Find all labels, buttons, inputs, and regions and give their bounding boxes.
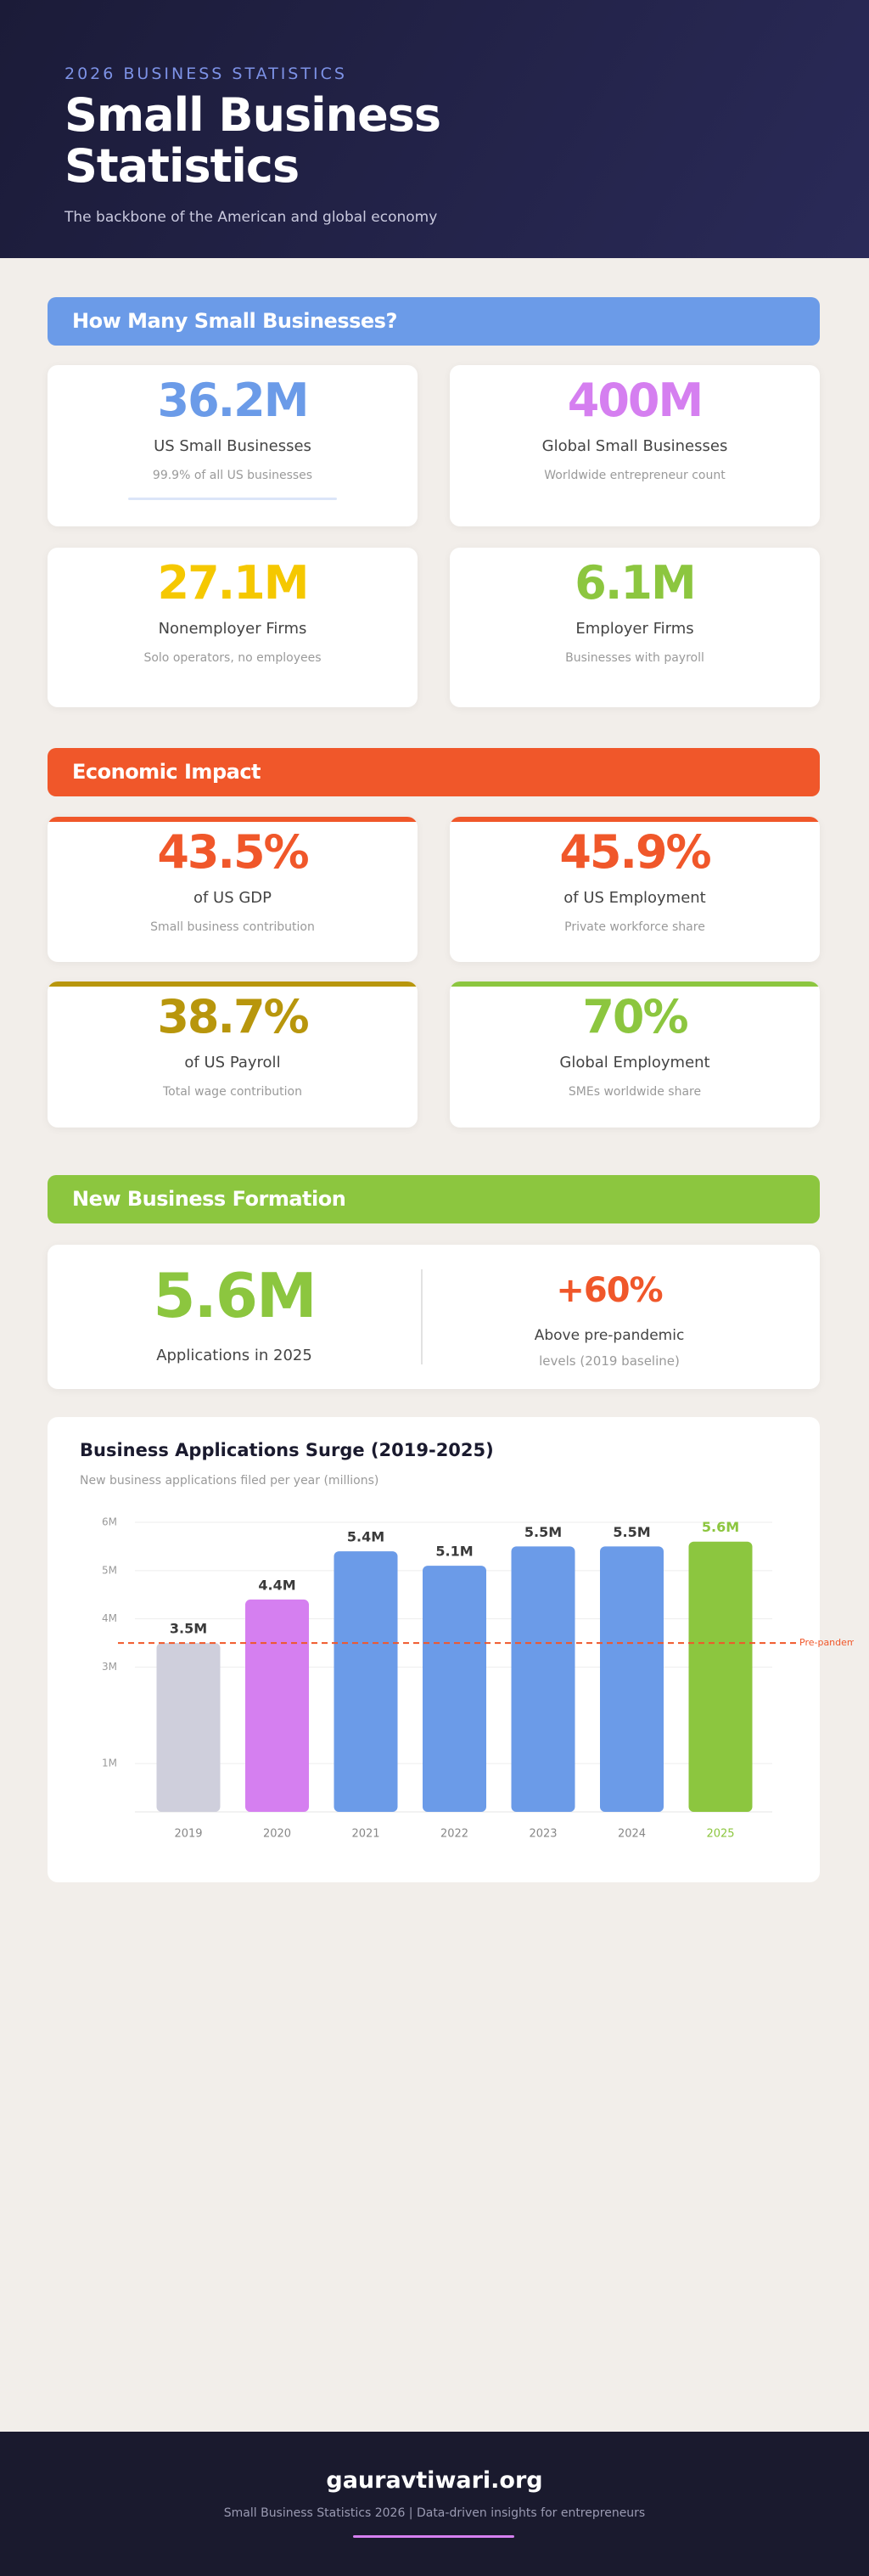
stat-value: 70% [582, 990, 688, 1043]
y-tick-label: 6M [102, 1516, 117, 1528]
bar [334, 1551, 398, 1812]
growth-label: Above pre-pandemic [534, 1327, 685, 1344]
stat-value: 43.5% [157, 825, 309, 879]
stat-label: Global Small Businesses [541, 437, 728, 455]
stat-label: Global Employment [559, 1054, 710, 1071]
value-label: 5.5M [613, 1524, 650, 1540]
value-label: 5.6M [702, 1519, 739, 1535]
stat-value: 27.1M [157, 556, 310, 610]
stat-value: 6.1M [575, 556, 696, 610]
section-title: New Business Formation [72, 1187, 346, 1211]
stat-value: 45.9% [559, 825, 711, 879]
card-accent [48, 817, 418, 822]
stat-card: 400M Global Small Businesses Worldwide ent… [450, 365, 820, 526]
stat-note: SMEs worldwide share [568, 1085, 702, 1099]
page-title: Small Business Statistics [64, 88, 441, 193]
stat-card: 27.1M Nonemployer Firms Solo operators, no… [48, 548, 418, 707]
card-underline [128, 498, 337, 500]
card-accent [450, 981, 820, 987]
stat-note: Worldwide entrepreneur count [544, 469, 726, 482]
value-label: 5.1M [435, 1544, 473, 1560]
bar [600, 1546, 664, 1812]
chart-title: Business Applications Surge (2019-2025) [80, 1440, 494, 1460]
highlight-label: Applications in 2025 [156, 1347, 312, 1364]
stat-card: 36.2M US Small Businesses 99.9% of all US … [48, 365, 418, 526]
stat-value: 36.2M [157, 374, 310, 427]
eyebrow: 2026 BUSINESS STATISTICS [64, 65, 347, 83]
stat-value: 400M [567, 374, 704, 427]
footer-site: gauravtiwari.org [326, 2467, 543, 2494]
growth-value: +60% [556, 1271, 663, 1310]
footer-tagline: Small Business Statistics 2026 | Data-dr… [223, 2506, 646, 2520]
section-heading: New Business Formation [48, 1175, 820, 1223]
divider [421, 1269, 423, 1364]
stat-note: Solo operators, no employees [143, 651, 322, 665]
x-tick-label: 2021 [351, 1828, 379, 1841]
chart: Business Applications Surge (2019-2025) … [48, 1417, 854, 1882]
x-tick-label: 2019 [174, 1828, 202, 1841]
highlight-value: 5.6M [153, 1260, 317, 1331]
stat-label: Nonemployer Firms [158, 620, 307, 638]
stat-label: Employer Firms [575, 620, 694, 638]
y-tick-label: 4M [102, 1612, 117, 1624]
stat-card: 6.1M Employer Firms Businesses with payrol… [450, 548, 820, 707]
bar [156, 1643, 221, 1812]
footer-accent [353, 2535, 514, 2538]
growth-note: levels (2019 baseline) [539, 1353, 680, 1369]
x-tick-label: 2020 [263, 1828, 291, 1841]
footer: gauravtiwari.org Small Business Statisti… [0, 2432, 869, 2576]
stat-label: of US Payroll [184, 1054, 281, 1071]
bar [688, 1541, 753, 1812]
stat-value: 38.7% [157, 990, 309, 1043]
card-accent [48, 981, 418, 987]
value-label: 5.5M [524, 1524, 562, 1540]
x-tick-label: 2024 [618, 1828, 646, 1841]
stat-card: 43.5% of US GDP Small business contributio… [48, 817, 418, 962]
stat-note: Businesses with payroll [565, 651, 704, 665]
bar [423, 1566, 486, 1812]
chart-subtitle: New business applications filed per year… [80, 1474, 378, 1488]
page-subtitle: The backbone of the American and global … [64, 209, 438, 226]
x-tick-label: 2023 [529, 1828, 557, 1841]
stat-label: US Small Businesses [154, 437, 311, 455]
highlight-block: 5.6M Applications in 2025 [48, 1245, 421, 1389]
y-tick-label: 1M [102, 1758, 117, 1769]
stat-label: of US Employment [563, 889, 706, 907]
y-tick-label: 3M [102, 1661, 117, 1673]
stat-note: 99.9% of all US businesses [152, 469, 313, 482]
bar [511, 1546, 575, 1812]
section-heading: How Many Small Businesses? [48, 297, 820, 346]
y-tick-label: 5M [102, 1564, 117, 1576]
stat-note: Total wage contribution [163, 1085, 302, 1099]
stat-card: 38.7% of US Payroll Total wage contributio… [48, 981, 418, 1128]
section-heading: Economic Impact [48, 748, 820, 796]
section-title: Economic Impact [72, 760, 261, 784]
stat-note: Small business contribution [150, 920, 315, 934]
stat-label: of US GDP [193, 889, 272, 907]
value-label: 3.5M [170, 1621, 207, 1637]
value-label: 5.4M [347, 1529, 384, 1545]
stat-card: 45.9% of US Employment Private workforce s… [450, 817, 820, 962]
x-tick-label: 2025 [706, 1828, 734, 1841]
section-title: How Many Small Businesses? [72, 309, 397, 333]
stat-card: 70% Global Employment SMEs worldwide share [450, 981, 820, 1128]
header: 2026 BUSINESS STATISTICS Small Business … [0, 0, 869, 258]
value-label: 4.4M [258, 1577, 295, 1593]
card-accent [450, 817, 820, 822]
growth-block: +60% Above pre-pandemic levels (2019 basel… [423, 1245, 796, 1389]
bar [245, 1599, 309, 1812]
x-tick-label: 2022 [440, 1828, 468, 1841]
stat-note: Private workforce share [564, 920, 705, 934]
formation-card: 5.6M Applications in 2025 +60% Above pre-pa… [48, 1245, 820, 1389]
reference-label: Pre-pandemic [799, 1637, 854, 1648]
